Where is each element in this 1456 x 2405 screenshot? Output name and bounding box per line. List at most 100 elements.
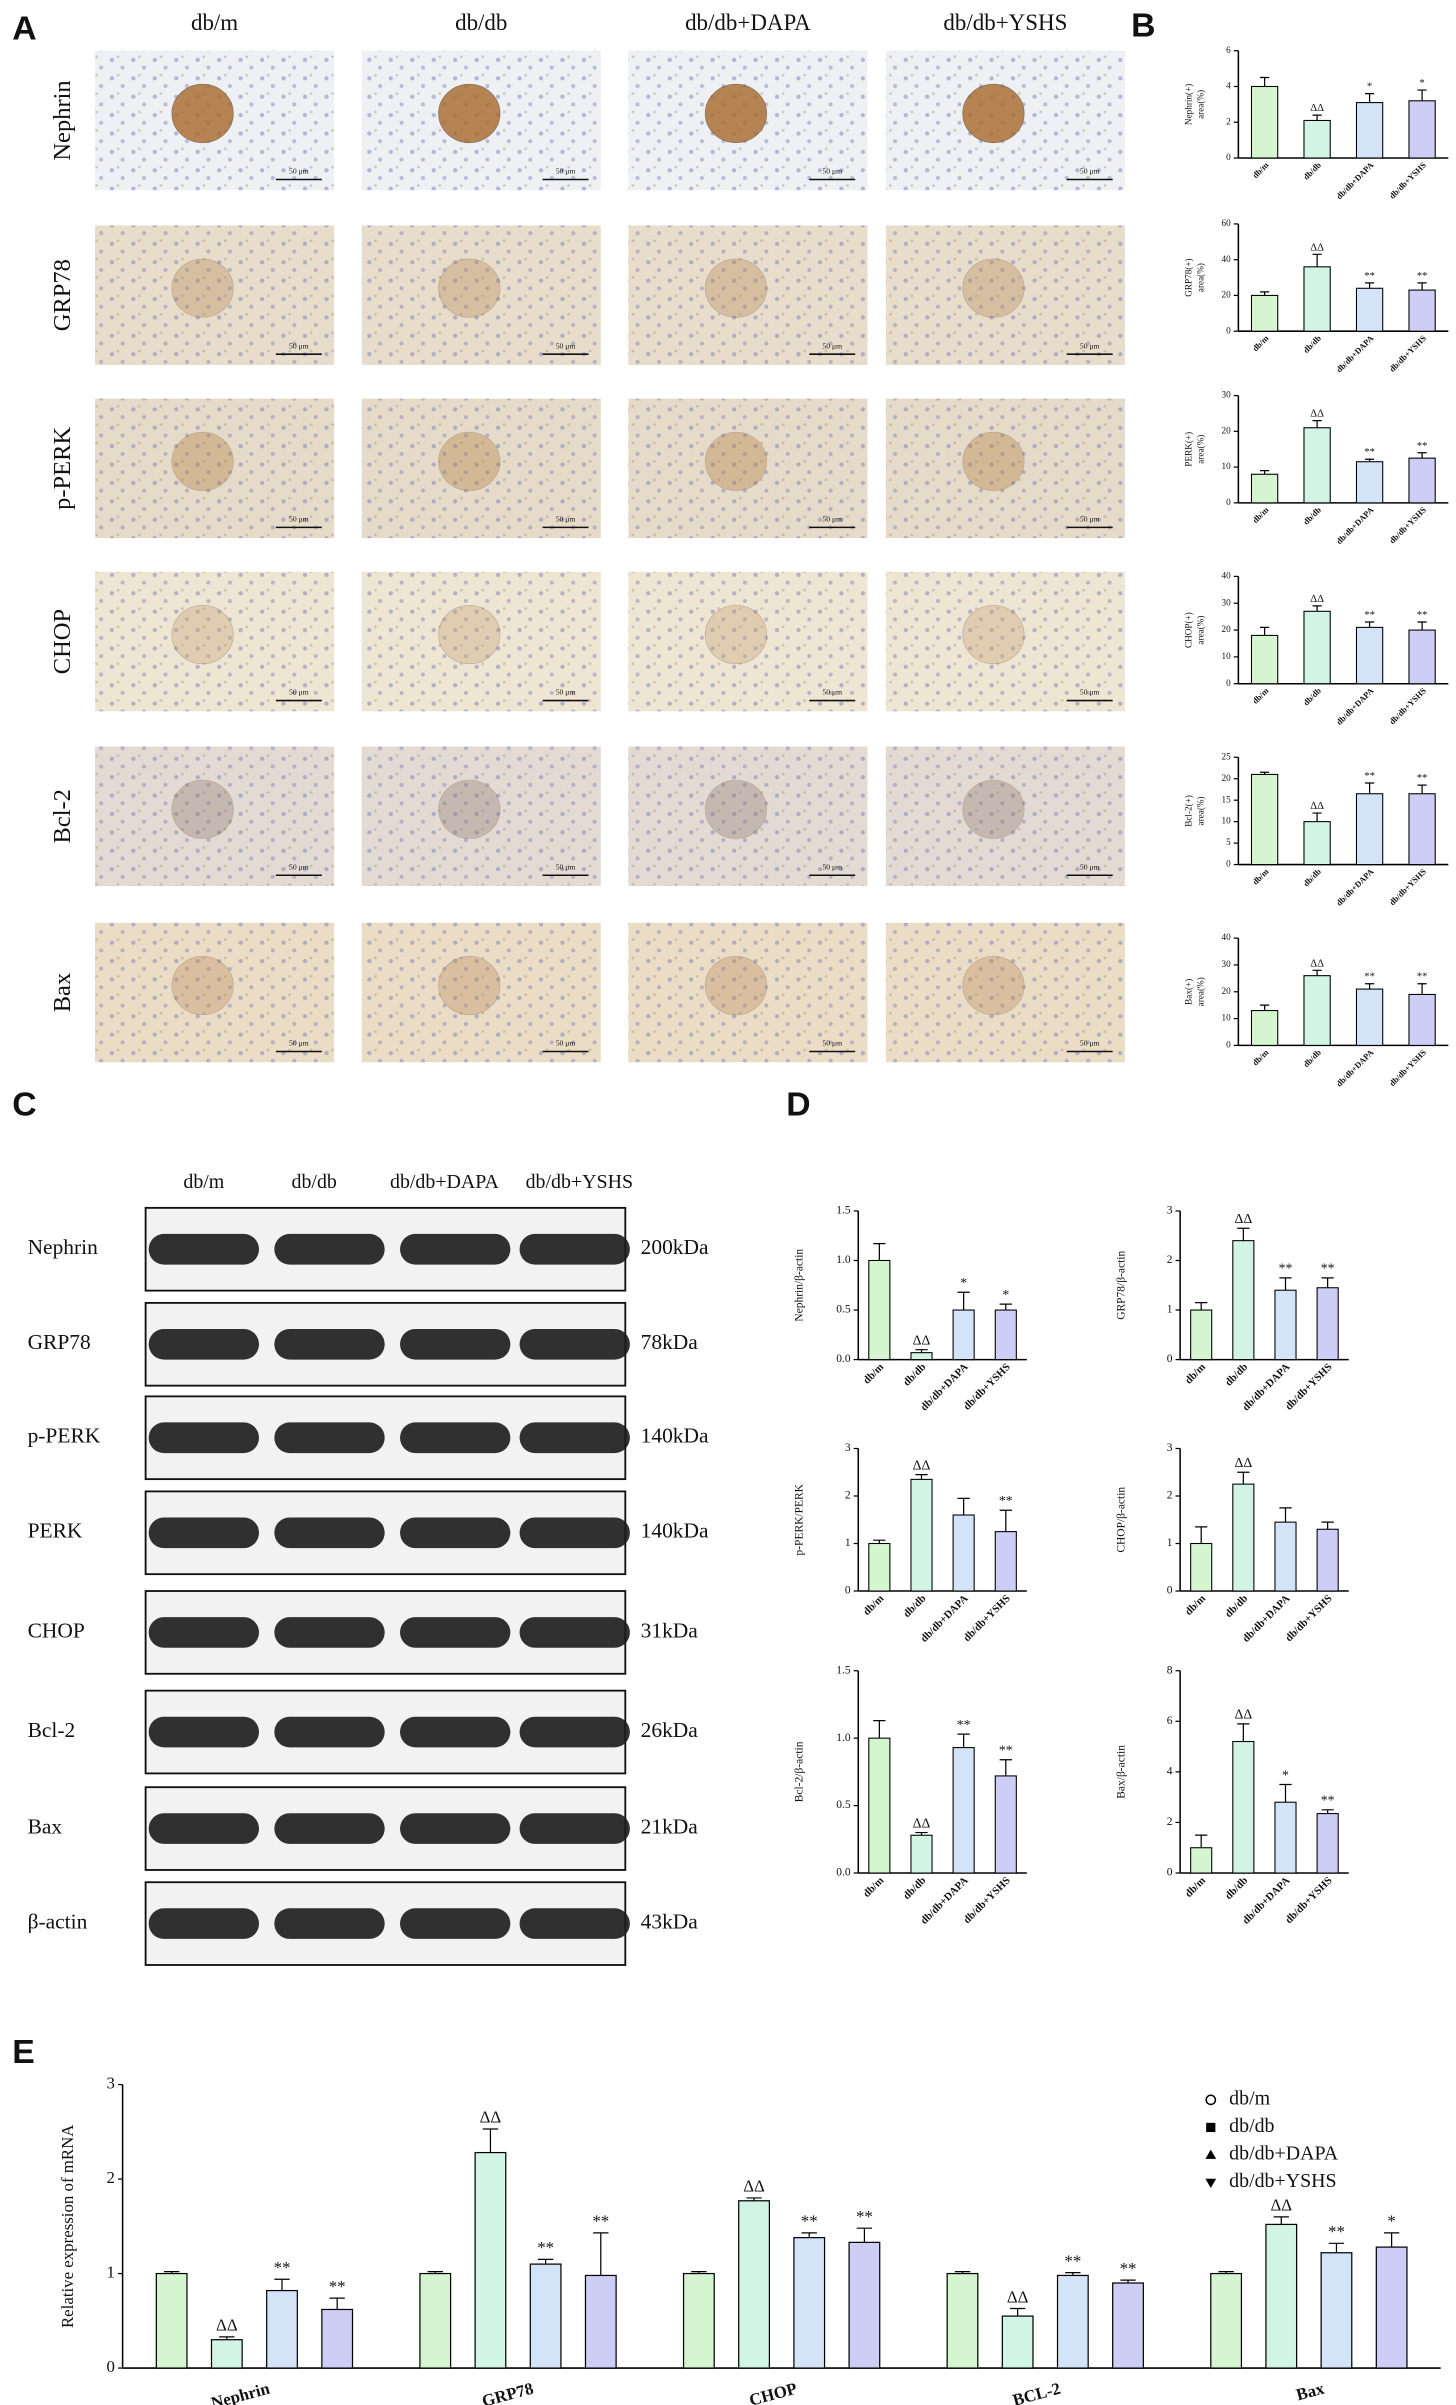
y-tick-label: 0 — [1226, 497, 1231, 507]
error-bar — [957, 1497, 970, 1516]
error-bar — [1365, 93, 1375, 103]
row-label: PERK — [28, 1519, 83, 1543]
error-bar — [1417, 983, 1427, 995]
error-bar — [1279, 1277, 1292, 1291]
bar — [1408, 793, 1436, 866]
glomerulus — [438, 258, 501, 318]
error-bar — [593, 2232, 609, 2276]
y-tick-label: 6 — [1167, 1715, 1173, 1727]
bar — [1355, 626, 1384, 685]
scale-bar-label: 50 μm — [1080, 688, 1100, 697]
y-tick-label: 5 — [1226, 837, 1231, 847]
glomerulus — [438, 779, 501, 839]
significance-label: ΔΔ — [216, 2316, 238, 2335]
scale-bar-label: 50 μm — [289, 1039, 309, 1048]
error-bar — [1312, 812, 1322, 822]
error-bar — [691, 2271, 707, 2274]
significance-label: ΔΔ — [1234, 1211, 1252, 1226]
y-tick-label: 10 — [1222, 461, 1232, 471]
error-bar — [1260, 291, 1270, 296]
significance-label: ΔΔ — [1270, 2196, 1292, 2215]
error-bar — [1417, 89, 1427, 101]
x-tick-label: db/db+DAPA — [1334, 866, 1376, 908]
scale-bar-label: 50 μm — [822, 341, 842, 350]
blot-band — [519, 1617, 630, 1648]
column-header: db/db — [455, 10, 507, 35]
glomerulus — [962, 83, 1025, 144]
bar — [1355, 102, 1384, 159]
x-tick-label: db/db — [1223, 1592, 1250, 1619]
significance-label: ** — [1417, 609, 1428, 621]
bar — [868, 1542, 891, 1592]
row-label: Nephrin — [28, 1235, 99, 1259]
bar — [266, 2289, 298, 2369]
error-bar — [1260, 76, 1270, 87]
glomerulus — [171, 605, 234, 665]
error-bar — [1365, 782, 1375, 794]
micrograph-texture — [885, 746, 1125, 887]
error-bar — [1312, 419, 1322, 428]
y-tick-label: 2 — [1167, 1490, 1173, 1502]
row-label: β-actin — [28, 1910, 88, 1934]
error-bar — [219, 2336, 235, 2340]
blot-band — [400, 1422, 511, 1454]
significance-label: ** — [1364, 971, 1375, 983]
bar — [1250, 1010, 1279, 1046]
significance-label: ** — [999, 1743, 1013, 1758]
bar — [1232, 1740, 1255, 1874]
bar — [1265, 2223, 1298, 2369]
bar — [1408, 457, 1436, 504]
micrograph-texture — [628, 571, 868, 712]
bar — [1232, 1483, 1255, 1592]
bar — [1210, 2272, 1243, 2369]
significance-label: ** — [1417, 772, 1428, 784]
micrograph-texture — [628, 746, 868, 887]
blot-band — [148, 1908, 260, 1939]
blot-band — [400, 1716, 511, 1748]
error-bar — [274, 2278, 290, 2291]
size-label: 21kDa — [641, 1815, 699, 1839]
bar — [1250, 294, 1279, 332]
bar — [1355, 287, 1384, 332]
x-tick-label: db/m — [1250, 505, 1270, 525]
significance-label: ** — [1417, 971, 1428, 983]
row-label: p-PERK — [28, 1424, 101, 1448]
y-tick-label: 0 — [845, 1585, 851, 1597]
bar — [868, 1259, 891, 1361]
bar — [1274, 1521, 1297, 1592]
column-header: db/db — [292, 1171, 337, 1193]
bar — [952, 1747, 975, 1874]
significance-label: ΔΔ — [1234, 1455, 1252, 1470]
error-bar — [1312, 605, 1322, 612]
error-bar — [1365, 621, 1375, 628]
y-axis-label: area(%) — [1196, 796, 1206, 825]
bar — [1408, 993, 1436, 1046]
y-tick-label: 0 — [1167, 1353, 1173, 1365]
y-tick-label: 0.0 — [836, 1353, 851, 1365]
significance-label: ** — [274, 2258, 291, 2277]
bar — [738, 2200, 770, 2369]
bar — [1250, 85, 1279, 159]
blot-band — [519, 1716, 630, 1748]
error-bar — [1312, 114, 1322, 121]
row-label: CHOP — [28, 1618, 85, 1642]
micrograph-texture — [95, 922, 335, 1063]
bar — [910, 1478, 933, 1592]
glomerulus — [171, 779, 234, 839]
significance-label: ** — [1364, 446, 1375, 458]
x-tick-label: db/m — [861, 1361, 886, 1386]
blot-band — [519, 1328, 630, 1360]
error-bar — [1312, 969, 1322, 976]
y-axis-label: Bcl-2(+) — [1183, 795, 1193, 827]
y-tick-label: 1.5 — [836, 1205, 851, 1217]
y-tick-label: 1 — [845, 1537, 851, 1549]
error-bar — [1365, 282, 1375, 289]
glomerulus — [171, 955, 234, 1016]
y-tick-label: 4 — [1226, 81, 1231, 91]
glomerulus — [171, 83, 234, 144]
scale-bar-label: 50 μm — [822, 862, 842, 871]
micrograph-texture — [95, 571, 335, 712]
error-bar — [1365, 458, 1375, 462]
error-bar — [537, 2258, 554, 2265]
bar — [1250, 634, 1279, 685]
